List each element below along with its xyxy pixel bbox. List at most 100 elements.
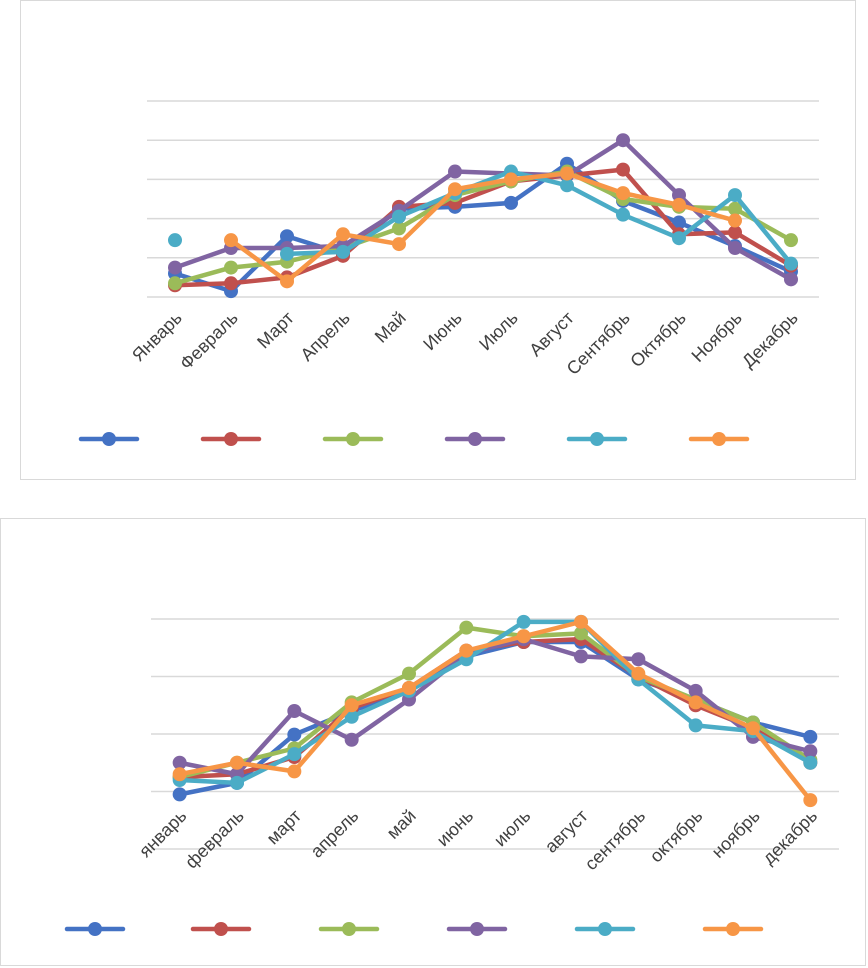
x-tick-label: Январь [128,308,186,366]
legend-marker [346,432,360,446]
data-point [392,237,406,252]
data-point [728,241,742,255]
series-line [172,167,794,288]
data-point [224,260,238,275]
x-tick-label: декабрь [759,806,822,869]
series-1 [168,156,798,299]
x-tick-label: март [263,806,306,849]
series-line [228,171,738,284]
data-point [280,229,294,244]
x-tick-label: Июль [475,308,522,355]
legend-marker [712,432,726,446]
data-point [224,233,238,248]
data-point [224,276,238,291]
data-point [672,215,686,230]
data-point [392,221,406,236]
series-6 [224,166,742,289]
legend-marker [598,922,612,936]
legend-item [64,922,126,936]
data-point [672,231,686,246]
x-tick-label: Июнь [419,308,466,355]
gridlines [151,618,839,850]
legend-marker [590,432,604,446]
series-4 [172,632,818,782]
legend-item [446,922,508,936]
data-point [574,649,588,664]
data-point [784,272,798,287]
x-tick-label: ноябрь [708,806,764,862]
data-point [172,755,187,770]
data-point [688,695,703,710]
x-tick-label: июнь [433,806,477,850]
x-tick-label: Август [525,308,577,360]
legend [64,922,764,936]
legend-marker [342,922,356,936]
legend-item [702,922,764,936]
data-point [287,747,302,762]
legend-marker [726,922,740,936]
series-line [172,161,794,294]
data-point [803,793,818,808]
data-point [402,666,416,681]
data-point [784,233,798,248]
data-point [728,201,742,216]
x-tick-label: Декабрь [738,308,802,372]
data-point [574,614,588,629]
data-point [344,698,359,713]
data-point [728,213,742,228]
chart-1: Январь Февраль Март Апрель Май Июнь Июль Август… [20,0,856,480]
gridlines [147,100,819,298]
x-tick-label: Март [253,308,298,353]
series-line [177,625,813,780]
data-point [230,755,244,770]
data-point [172,787,187,802]
legend-marker [468,432,482,446]
data-point [616,186,630,201]
x-tick-label: Февраль [176,308,242,374]
series-line [177,639,813,797]
x-tick-label: сентябрь [581,806,649,874]
x-tick-label: июль [490,806,535,851]
data-point [392,209,406,224]
data-point [280,246,294,261]
data-point [728,188,742,203]
data-point [448,164,462,179]
data-point [168,233,182,248]
data-point [688,683,703,698]
data-point [688,718,703,733]
x-tick-label: февраль [181,806,248,873]
legend-item [200,432,262,446]
data-point [230,775,244,790]
legend-item [444,432,506,446]
data-point [344,709,359,724]
legend-marker [214,922,228,936]
legend-marker [88,922,102,936]
data-point [574,626,588,641]
legend-item [574,922,636,936]
data-point [287,704,302,718]
data-point [516,614,531,629]
data-point [803,744,818,759]
x-tick-label: Октябрь [626,308,689,371]
data-point [672,188,686,203]
data-point [560,166,574,181]
legend-item [190,922,252,936]
legend-marker [470,922,484,936]
data-point [746,721,760,736]
legend-item [318,922,380,936]
legend-item [322,432,384,446]
data-point [402,681,416,695]
series-5 [168,164,798,271]
legend-marker [102,432,116,446]
series-line [177,619,813,786]
chart-2: январь февраль март апрель май июнь июль август… [0,518,866,966]
data-point [631,652,646,667]
series-line [177,619,813,803]
data-point [287,727,302,742]
data-point [728,225,742,240]
data-point [336,227,350,242]
data-point [784,256,798,271]
